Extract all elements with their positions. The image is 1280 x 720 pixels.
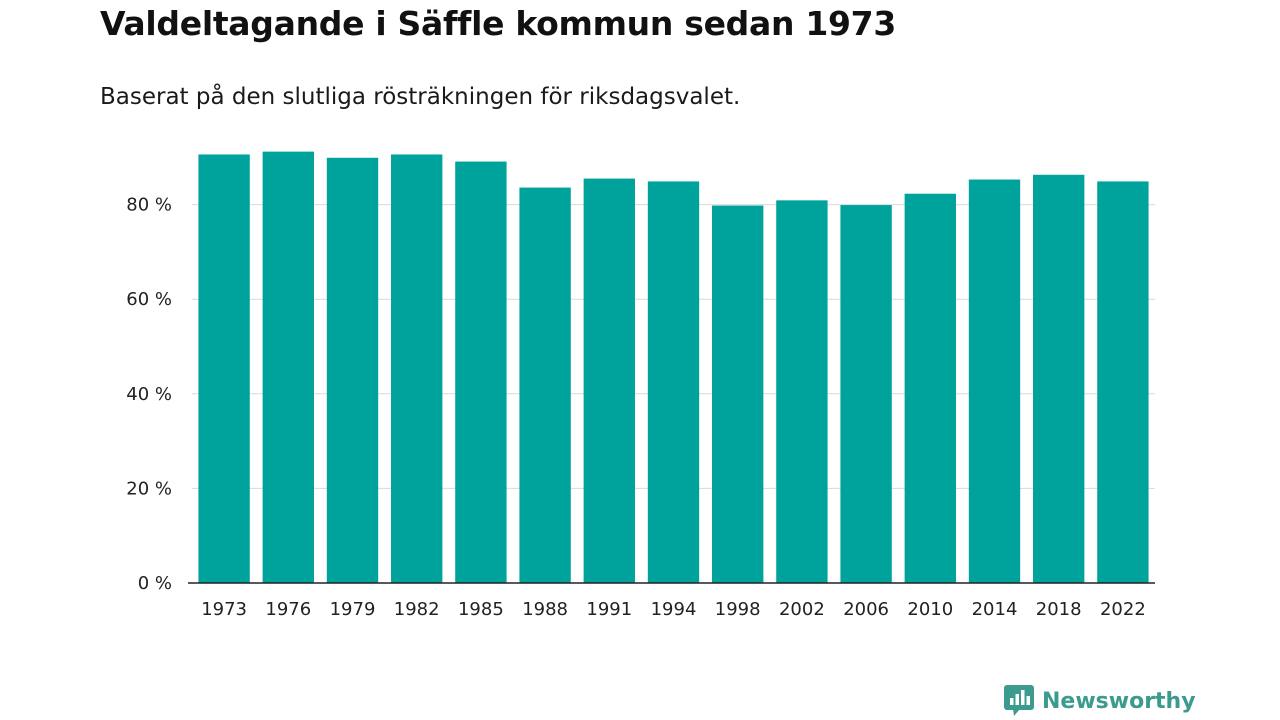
brand-logo: Newsworthy xyxy=(1004,684,1196,718)
x-tick-label: 1985 xyxy=(458,599,504,620)
bar-2002 xyxy=(776,200,828,583)
x-tick-label: 1979 xyxy=(330,599,376,620)
bar-1976 xyxy=(262,151,314,583)
x-tick-label: 2010 xyxy=(907,599,953,620)
newsworthy-logo-icon xyxy=(1004,685,1034,716)
x-tick-label: 2018 xyxy=(1036,599,1082,620)
y-tick-label: 0 % xyxy=(138,573,172,594)
y-tick-label: 80 % xyxy=(126,195,172,216)
bar-1985 xyxy=(455,161,507,583)
x-tick-label: 1988 xyxy=(522,599,568,620)
x-tick-label: 1998 xyxy=(715,599,761,620)
bars xyxy=(198,151,1149,583)
bar-2018 xyxy=(1033,174,1085,583)
x-tick-label: 1991 xyxy=(586,599,632,620)
bar-2014 xyxy=(968,179,1021,583)
chart-subtitle: Baserat på den slutliga rösträkningen fö… xyxy=(100,84,741,110)
x-tick-label: 1982 xyxy=(394,599,440,620)
bar-1973 xyxy=(198,154,250,583)
bar-2006 xyxy=(840,205,892,583)
bar-1991 xyxy=(583,178,635,583)
y-tick-label: 60 % xyxy=(126,289,172,310)
tick-labels: 0 % 20 % 40 % 60 % 80 % 1973 1976 1979 1982 1985 1… xyxy=(126,195,1146,620)
bar-1982 xyxy=(391,154,443,583)
x-tick-label: 1976 xyxy=(265,599,311,620)
x-tick-label: 1973 xyxy=(201,599,247,620)
bar-2022 xyxy=(1097,181,1149,583)
bar-1979 xyxy=(326,157,379,583)
x-tick-label: 2014 xyxy=(972,599,1018,620)
brand-name: Newsworthy xyxy=(1042,688,1196,714)
x-tick-label: 2006 xyxy=(843,599,889,620)
x-tick-label: 1994 xyxy=(651,599,697,620)
bar-2010 xyxy=(904,193,956,583)
y-tick-label: 40 % xyxy=(126,384,172,405)
y-tick-label: 20 % xyxy=(126,478,172,499)
chart-title: Valdeltagande i Säffle kommun sedan 1973 xyxy=(100,4,897,43)
x-tick-label: 2002 xyxy=(779,599,825,620)
bar-1994 xyxy=(647,181,700,583)
bar-1988 xyxy=(519,187,571,583)
bar-1998 xyxy=(712,205,764,583)
x-tick-label: 2022 xyxy=(1100,599,1146,620)
